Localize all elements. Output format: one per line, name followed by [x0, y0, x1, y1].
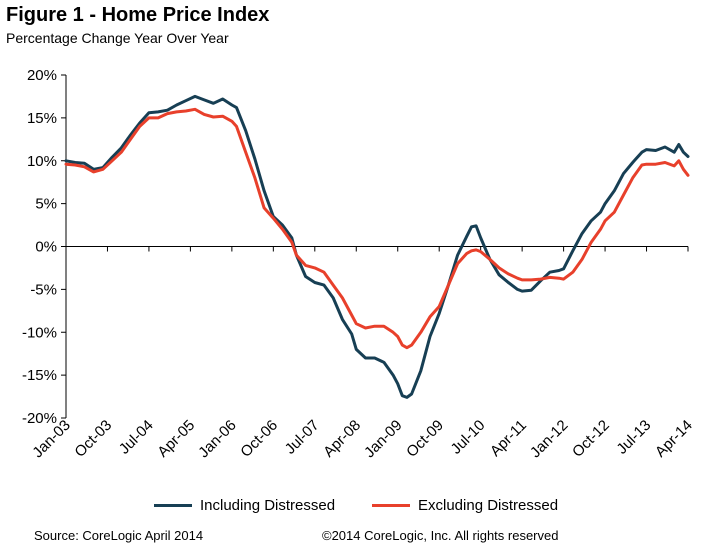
chart-subtitle: Percentage Change Year Over Year — [6, 30, 229, 46]
source-note: Source: CoreLogic April 2014 — [34, 528, 204, 543]
y-tick-label: -10% — [22, 324, 57, 341]
chart-axes: 20%15%10%5%0%-5%-10%-15%-20%Jan-03Oct-03… — [22, 67, 696, 461]
y-tick-label: -20% — [22, 410, 57, 427]
y-tick-label: 15% — [27, 110, 57, 127]
x-tick-label: Apr-08 — [320, 417, 364, 461]
x-tick-label: Jan-09 — [361, 417, 405, 461]
y-tick-label: -5% — [30, 281, 57, 298]
series-line-including-distressed — [64, 94, 690, 399]
x-tick-label: Jul-04 — [116, 417, 157, 458]
y-tick-label: 10% — [27, 153, 57, 170]
y-tick-label: 5% — [35, 196, 57, 213]
x-tick-label: Jan-12 — [527, 417, 571, 461]
x-tick-label: Oct-12 — [569, 417, 613, 461]
legend-swatch-excluding-distressed — [372, 504, 410, 507]
x-tick-label: Oct-03 — [71, 417, 115, 461]
chart-legend: Including Distressed Excluding Distresse… — [0, 497, 710, 521]
y-tick-label: 20% — [27, 67, 57, 84]
chart-series-layer — [64, 94, 690, 399]
x-tick-label: Apr-11 — [487, 417, 530, 460]
y-tick-label: -15% — [22, 367, 57, 384]
y-tick-label: 0% — [35, 239, 57, 256]
legend-label-including-distressed: Including Distressed — [200, 497, 336, 514]
series-line-excluding-distressed — [64, 107, 690, 350]
x-tick-label: Jul-10 — [448, 417, 489, 458]
chart-title: Figure 1 - Home Price Index — [6, 4, 270, 26]
x-tick-label: Apr-05 — [154, 417, 198, 461]
copyright-note: ©2014 CoreLogic, Inc. All rights reserve… — [322, 528, 559, 543]
legend-label-excluding-distressed: Excluding Distressed — [418, 497, 559, 514]
x-tick-label: Oct-06 — [237, 417, 281, 461]
x-tick-label: Jul-07 — [282, 417, 323, 458]
legend-item-excluding-distressed: Excluding Distressed — [372, 497, 558, 514]
legend-swatch-including-distressed — [154, 504, 192, 507]
legend-item-including-distressed: Including Distressed — [154, 497, 335, 514]
x-tick-label: Jan-06 — [195, 417, 239, 461]
x-tick-label: Oct-09 — [403, 417, 447, 461]
x-tick-label: Apr-14 — [652, 417, 696, 461]
x-tick-label: Jul-13 — [613, 417, 654, 458]
